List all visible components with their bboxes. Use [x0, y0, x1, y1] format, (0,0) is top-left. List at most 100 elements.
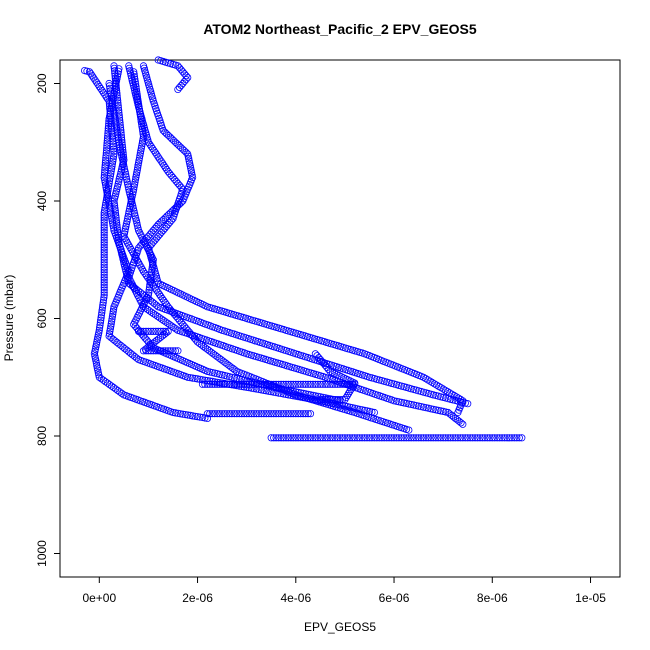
x-tick-label: 8e-06	[477, 591, 508, 605]
data-point	[341, 395, 349, 404]
data-point	[311, 380, 319, 388]
data-point	[100, 238, 108, 246]
data-point	[91, 347, 99, 355]
data-point	[97, 311, 106, 319]
data-point	[100, 278, 108, 286]
data-point	[152, 347, 160, 355]
data-point	[370, 434, 378, 442]
data-point	[100, 231, 108, 239]
data-point	[94, 366, 102, 374]
y-axis-label: Pressure (mbar)	[2, 275, 16, 362]
chart-title: ATOM2 Northeast_Pacific_2 EPV_GEOS5	[203, 21, 477, 37]
data-point	[297, 434, 305, 442]
data-point	[289, 387, 297, 395]
data-point	[136, 112, 145, 121]
data-point	[387, 434, 396, 442]
data-point	[103, 137, 111, 145]
data-point	[182, 72, 190, 80]
data-point	[450, 391, 458, 400]
data-point	[100, 256, 108, 264]
data-point	[110, 150, 118, 158]
data-point	[106, 87, 115, 95]
profile-series	[81, 67, 211, 422]
data-point	[282, 380, 290, 388]
data-point	[309, 391, 317, 399]
data-point	[331, 434, 339, 442]
data-point	[437, 434, 445, 442]
data-point	[174, 347, 182, 355]
data-point	[110, 305, 118, 313]
data-point	[108, 94, 116, 102]
data-point	[116, 146, 125, 154]
data-point	[100, 286, 108, 294]
data-point	[112, 77, 120, 85]
data-point	[319, 434, 327, 442]
data-point	[265, 380, 273, 388]
data-point	[274, 384, 283, 392]
data-point	[265, 387, 273, 395]
data-point	[112, 119, 120, 127]
data-point	[316, 380, 324, 388]
data-point	[193, 413, 202, 421]
data-point	[132, 80, 140, 88]
data-point	[201, 414, 209, 422]
data-point	[133, 90, 141, 98]
data-point	[101, 206, 109, 214]
data-point	[123, 239, 132, 247]
data-point	[164, 347, 172, 355]
data-point	[105, 120, 113, 128]
data-point	[185, 155, 193, 163]
data-point	[221, 380, 229, 388]
data-point	[138, 120, 146, 128]
data-point	[240, 380, 248, 388]
data-point	[100, 221, 108, 229]
data-point	[113, 126, 121, 134]
data-point	[106, 112, 114, 120]
data-point	[135, 102, 143, 111]
data-point	[223, 380, 231, 388]
data-point	[103, 144, 111, 152]
data-point	[149, 347, 157, 355]
data-point	[435, 382, 443, 390]
data-point	[437, 393, 445, 401]
data-point	[108, 99, 117, 107]
data-point	[392, 397, 401, 405]
data-point	[245, 380, 253, 388]
data-point	[439, 385, 447, 393]
data-point	[111, 85, 119, 93]
data-point	[177, 81, 185, 90]
data-point	[233, 410, 241, 418]
data-point	[174, 409, 182, 417]
data-point	[164, 220, 172, 229]
data-point	[134, 164, 142, 172]
data-point	[100, 283, 108, 291]
data-point	[100, 219, 108, 227]
data-point	[119, 158, 127, 166]
data-point	[100, 248, 108, 256]
data-point	[203, 410, 211, 418]
data-point	[171, 409, 179, 417]
data-point	[412, 401, 420, 410]
data-point	[149, 261, 157, 269]
data-point	[196, 413, 204, 421]
data-point	[336, 380, 344, 388]
data-point	[110, 303, 118, 311]
data-point	[441, 408, 450, 416]
data-point	[181, 410, 189, 419]
data-point	[105, 197, 113, 206]
data-point	[114, 133, 122, 141]
data-point	[139, 137, 147, 145]
data-point	[83, 67, 91, 75]
data-point	[132, 171, 140, 179]
data-point	[419, 434, 428, 442]
data-point	[292, 410, 300, 418]
data-point	[326, 434, 334, 442]
data-point	[135, 327, 143, 335]
data-point	[151, 224, 159, 232]
data-point	[104, 127, 112, 135]
data-point	[98, 306, 106, 314]
data-point	[311, 392, 319, 400]
data-point	[414, 402, 423, 410]
data-point	[309, 380, 317, 388]
data-point	[342, 393, 350, 402]
